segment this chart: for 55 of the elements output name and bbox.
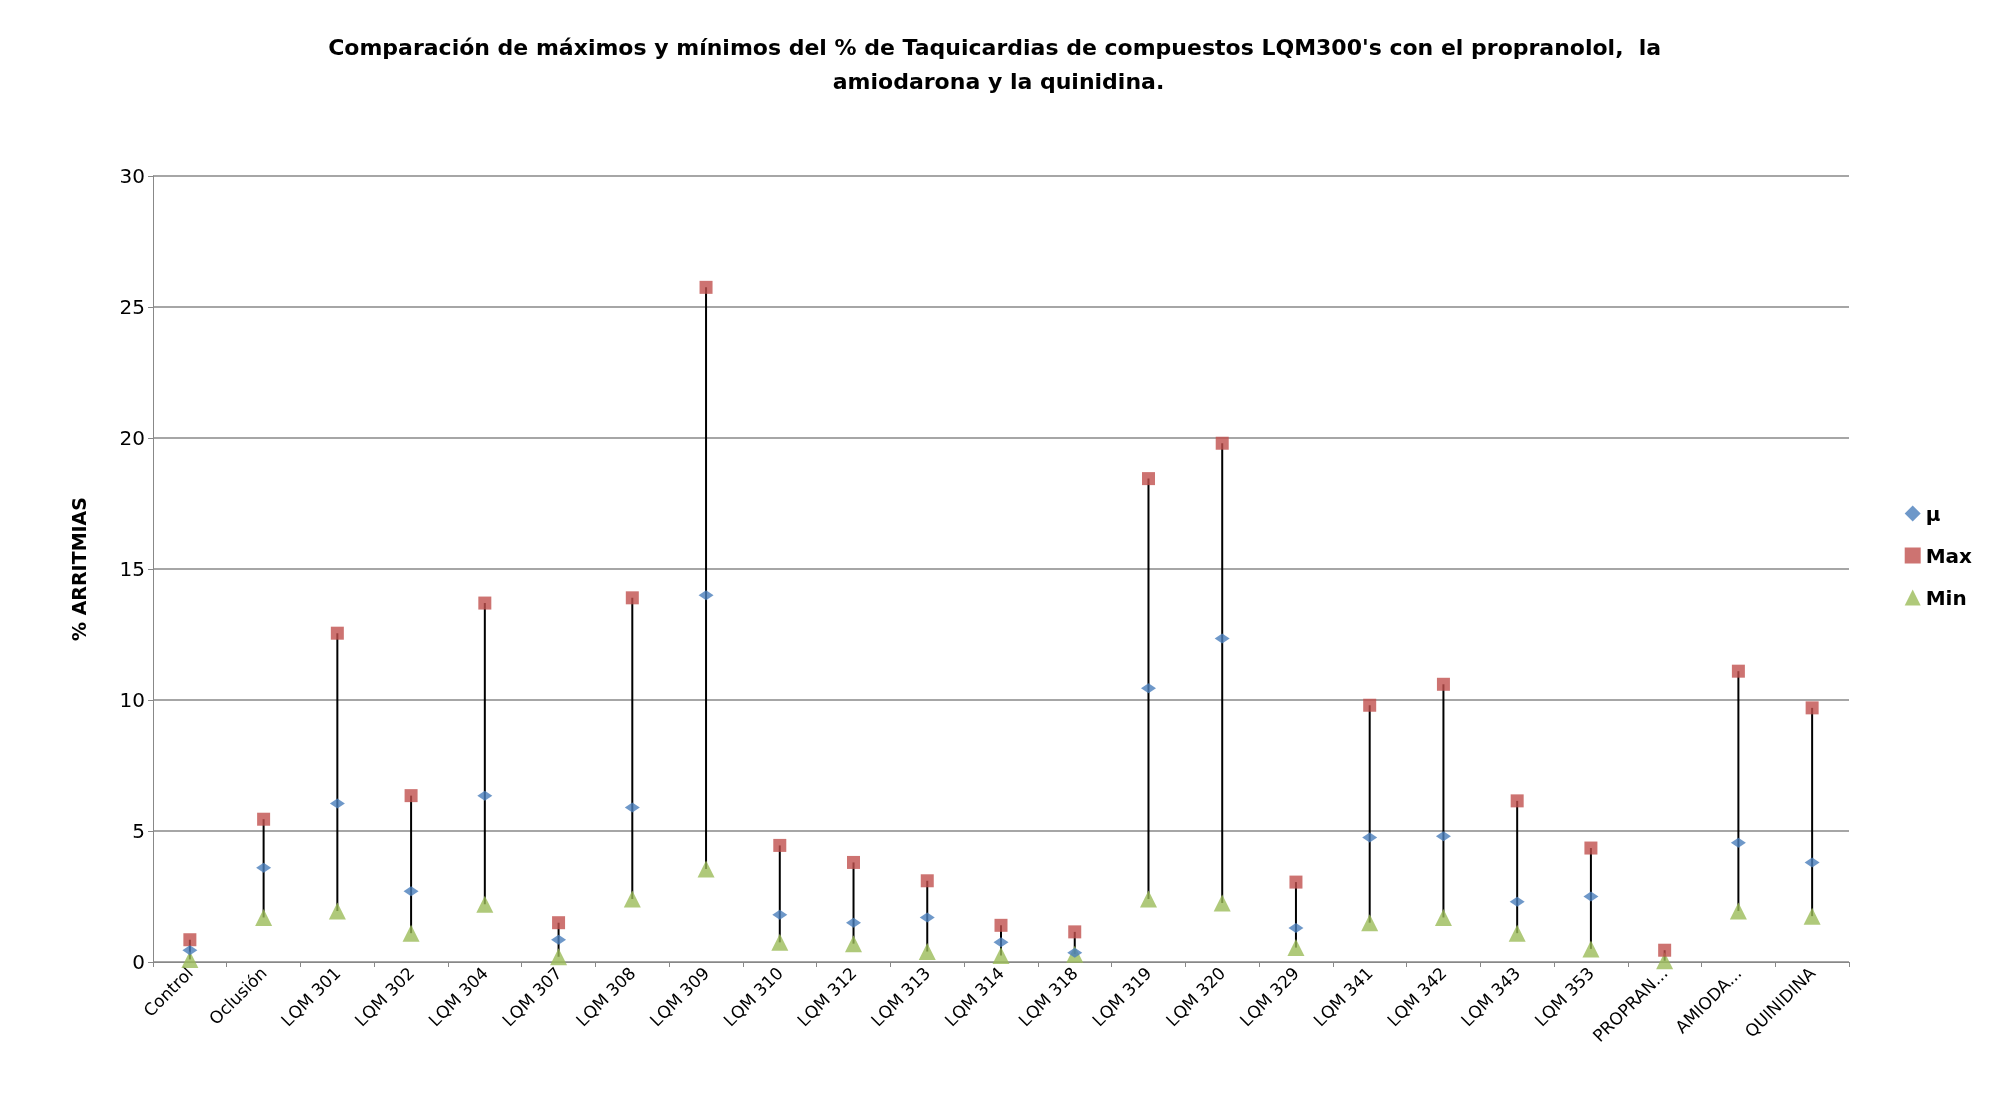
point: [1361, 914, 1379, 932]
point: [773, 838, 787, 852]
point: [1805, 701, 1819, 715]
point: [771, 933, 789, 951]
point: [328, 902, 346, 920]
point: [1139, 890, 1157, 908]
point: [255, 908, 273, 926]
point: [183, 933, 197, 947]
y-tick-label: 20: [119, 426, 145, 450]
y-tick-label: 30: [119, 164, 145, 188]
point: [1436, 677, 1450, 691]
y-tick-label: 5: [132, 819, 145, 843]
point: [623, 890, 641, 908]
point: [1287, 939, 1305, 957]
point: [699, 280, 713, 294]
point: [920, 874, 934, 888]
y-tick-label: 25: [119, 295, 145, 319]
point: [847, 855, 861, 869]
point: [1582, 940, 1600, 958]
y-axis-title: % ARRITMIAS: [67, 496, 90, 642]
legend-label: Min: [1925, 585, 1967, 610]
point: [1508, 924, 1526, 942]
point: [402, 924, 420, 942]
point: [1731, 664, 1745, 678]
point: [1584, 841, 1598, 855]
point: [1068, 925, 1082, 939]
legend-label: μ: [1925, 501, 1941, 526]
point: [845, 935, 863, 953]
point: [330, 626, 344, 640]
point: [1434, 908, 1452, 926]
point: [994, 918, 1008, 932]
point: [1363, 698, 1377, 712]
point: [1803, 907, 1821, 925]
point: [550, 948, 568, 966]
point: [476, 895, 494, 913]
legend-label: Max: [1925, 543, 1973, 568]
point: [1510, 794, 1524, 808]
point: [1289, 875, 1303, 889]
y-tick-label: 10: [119, 688, 145, 712]
point: [1729, 902, 1747, 920]
y-tick-label: 15: [119, 557, 145, 581]
y-tick-label: 0: [132, 950, 145, 974]
chart-title: Comparación de máximos y mínimos del % de Taquicardias de compuestos LQM300's con el propranolol, la amiodarona y la quinidina.: [328, 34, 1669, 94]
point: [1658, 943, 1672, 957]
point: [404, 789, 418, 803]
point: [918, 943, 936, 961]
point: [1141, 472, 1155, 486]
point: [1215, 436, 1229, 450]
point: [1213, 894, 1231, 912]
point: [992, 946, 1010, 964]
point: [478, 596, 492, 610]
point: [625, 591, 639, 605]
point: [552, 916, 566, 930]
point: [697, 860, 715, 878]
point: [257, 812, 271, 826]
